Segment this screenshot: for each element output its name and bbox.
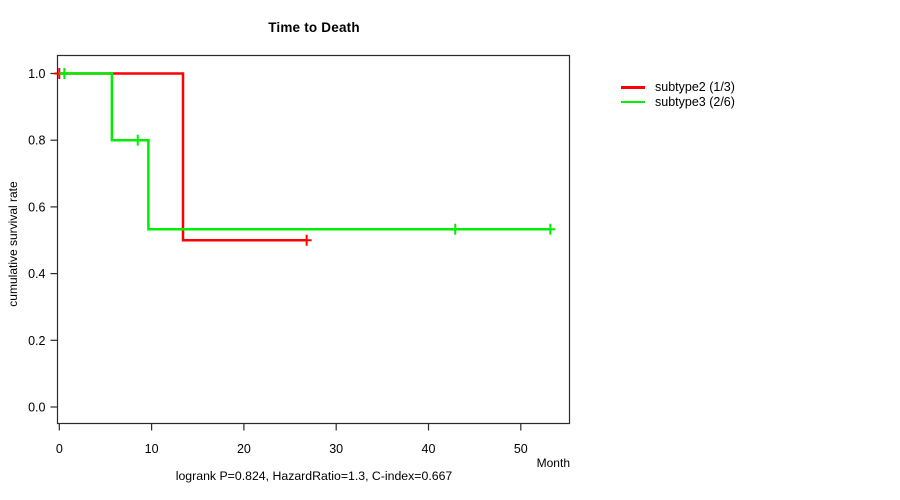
x-tick-label: 0 <box>56 442 63 456</box>
legend-line-swatch <box>621 100 645 103</box>
legend-item-0: subtype2 (1/3) <box>621 80 735 95</box>
y-tick-label: 0.6 <box>28 200 45 214</box>
survival-curve-1 <box>59 72 551 231</box>
y-tick-label: 0.4 <box>28 267 45 281</box>
x-tick-label: 30 <box>329 442 343 456</box>
x-tick-label: 10 <box>145 442 159 456</box>
y-tick-label: 0.2 <box>28 334 45 348</box>
legend-line-swatch <box>621 86 645 89</box>
chart-title: Time to Death <box>268 20 360 35</box>
plot-box <box>56 54 571 425</box>
x-axis-unit-label: Month <box>536 456 570 470</box>
legend-item-1: subtype3 (2/6) <box>621 95 735 110</box>
y-tick-label: 0.0 <box>28 401 45 415</box>
legend-label: subtype3 (2/6) <box>655 94 735 109</box>
x-tick-label: 20 <box>237 442 251 456</box>
legend-label: subtype2 (1/3) <box>655 80 735 95</box>
legend: subtype2 (1/3) subtype3 (2/6) <box>621 80 735 109</box>
y-tick-label: 1.0 <box>28 67 45 81</box>
x-tick-label: 40 <box>422 442 436 456</box>
survival-curve-0 <box>59 72 307 242</box>
y-tick-label: 0.8 <box>28 134 45 148</box>
stats-footnote: logrank P=0.824, HazardRatio=1.3, C-inde… <box>175 469 453 483</box>
x-tick-label: 50 <box>514 442 528 456</box>
